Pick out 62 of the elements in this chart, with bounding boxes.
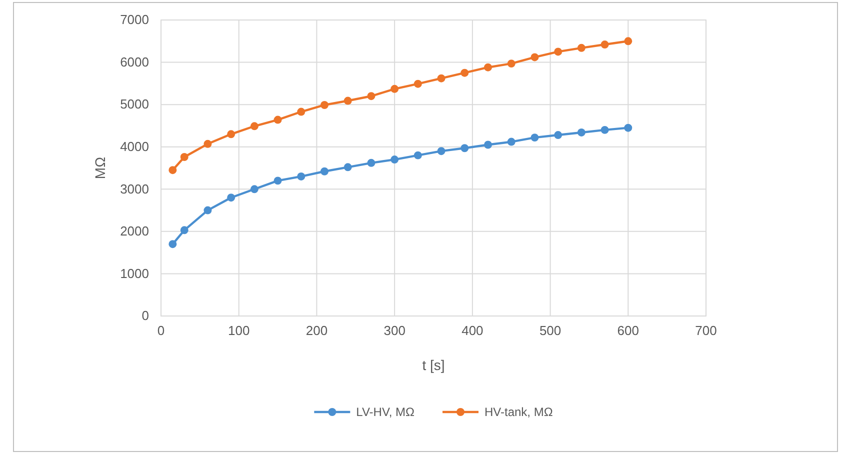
legend-label: LV-HV, MΩ [356,405,415,419]
point [437,74,446,82]
point [600,126,609,134]
point [484,140,492,149]
point [460,68,469,77]
point [250,122,258,130]
y-tick-label: 2000 [120,224,149,239]
point [204,206,212,214]
point [554,48,562,56]
x-tick-label: 200 [306,323,328,338]
point [600,40,609,49]
y-tick-label: 4000 [120,139,149,154]
point [530,53,539,62]
point [320,167,328,176]
point [297,108,306,116]
legend-label: HV-tank, MΩ [484,405,553,419]
x-tick-label: 400 [462,323,484,338]
y-tick-label: 5000 [120,96,149,112]
point [168,166,177,174]
point [344,96,352,105]
y-tick-label: 6000 [120,54,149,70]
point [390,156,399,164]
point [507,60,516,68]
point [577,128,586,136]
point [577,44,586,52]
point [530,134,539,142]
point [274,116,282,124]
point [554,131,562,139]
x-axis-title: t [s] [422,357,445,373]
y-tick-label: 7000 [120,12,149,28]
x-tick-label: 700 [695,323,717,338]
point [297,172,306,180]
x-tick-label: 300 [384,323,406,338]
y-tick-label: 3000 [120,181,149,196]
x-tick-label: 0 [157,323,165,338]
point [204,140,212,148]
point [414,151,422,160]
point [344,163,352,172]
point [168,240,177,248]
point [460,144,469,152]
point [180,226,188,234]
point [390,84,399,93]
point [274,176,282,185]
point [624,124,632,132]
point [484,63,492,72]
point [250,185,258,194]
point [437,147,446,156]
point [227,130,236,138]
x-tick-label: 600 [617,323,639,338]
x-tick-label: 100 [228,323,250,338]
y-tick-label: 0 [142,308,149,324]
y-tick-label: 1000 [120,266,149,281]
point [227,194,236,202]
x-tick-label: 500 [539,323,562,338]
point [507,138,516,146]
point [367,92,376,100]
point [180,153,188,161]
point [624,37,632,46]
point [414,80,422,88]
point [320,101,328,109]
y-axis-title: MΩ [92,156,108,180]
point [367,158,376,167]
